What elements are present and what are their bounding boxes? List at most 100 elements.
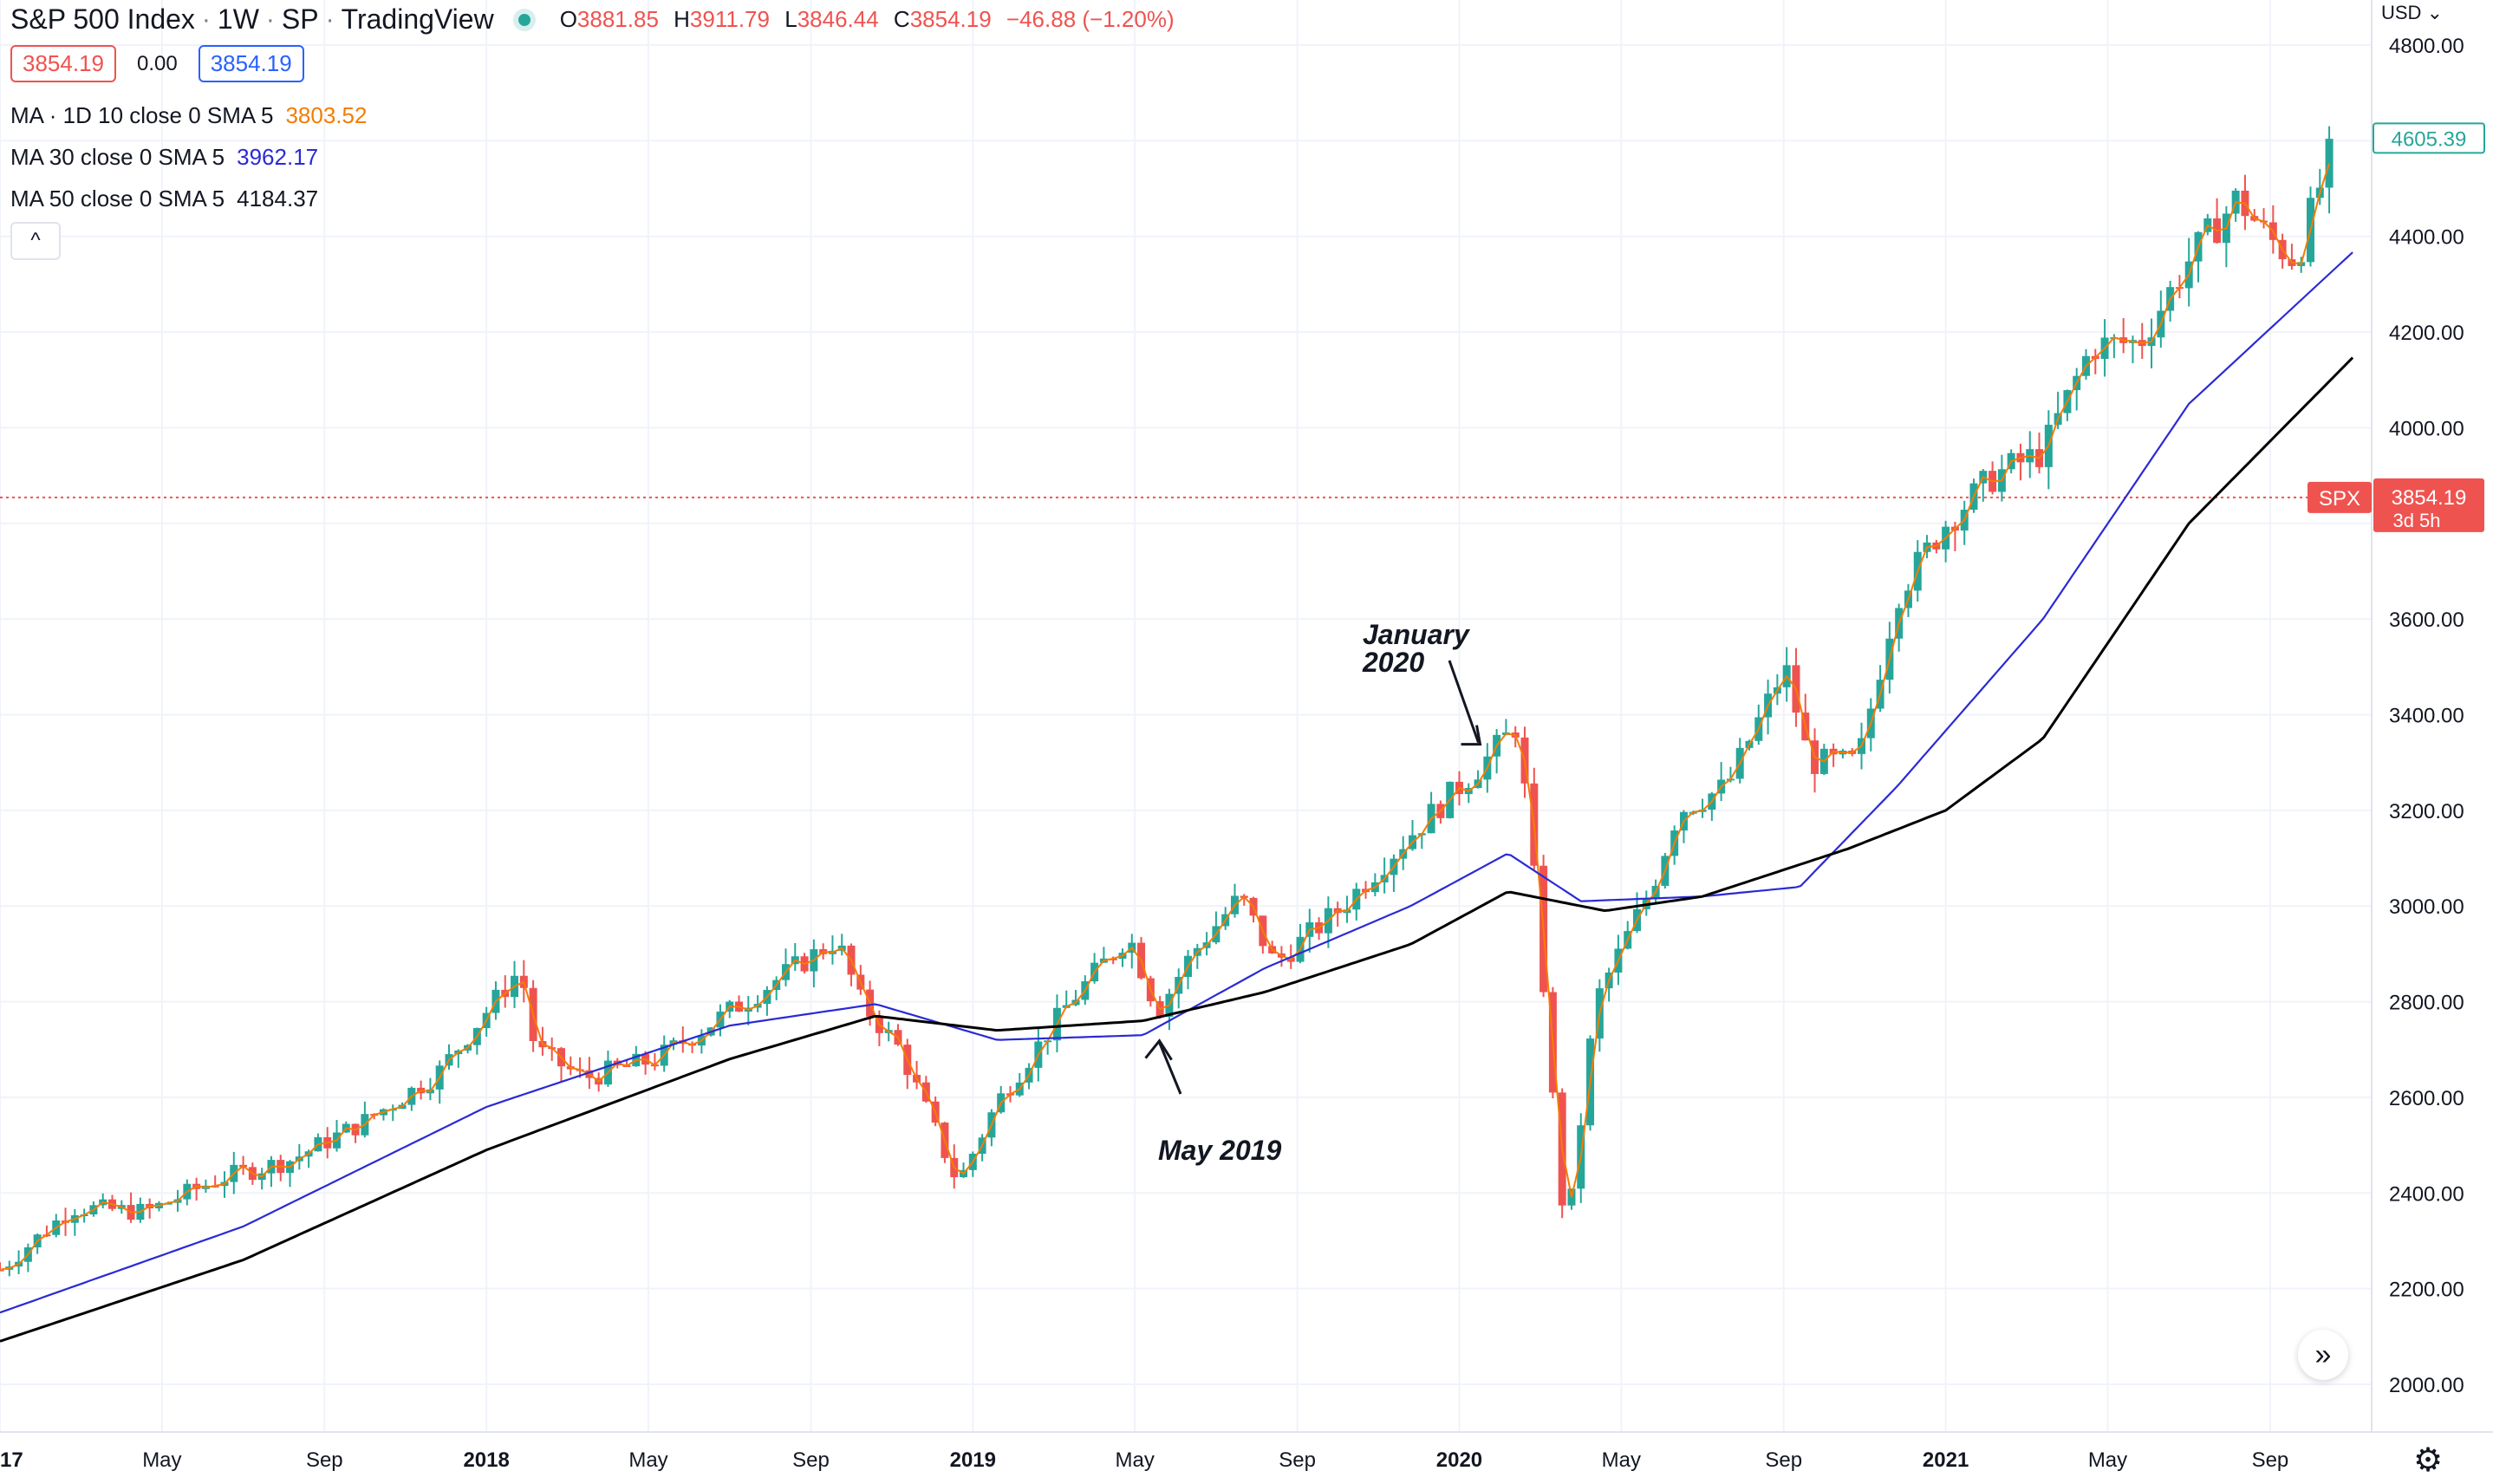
time-tick-label: 2018 [463,1448,509,1472]
candle [0,1262,4,1272]
annotation-arrow [1158,1042,1182,1095]
candle [2147,318,2156,368]
candle [1137,936,1146,980]
time-tick-label: May [1116,1448,1155,1472]
candle [267,1155,276,1188]
price-tick-label: 2400.00 [2389,1182,2464,1206]
candle [1427,791,1435,834]
candle [351,1123,360,1143]
ma10-line [0,162,2331,1271]
chevron-down-icon: ⌄ [2426,2,2443,23]
candle [127,1192,135,1223]
price-tick-label: 3400.00 [2389,705,2464,728]
double-chevron-right-icon: » [2314,1338,2332,1371]
indicator-label: MA 30 close 0 SMA 5 [10,144,225,170]
candle [99,1193,107,1208]
candle [2026,431,2034,478]
ma50-line [0,356,2354,1343]
price-tick-label: 4200.00 [2389,322,2464,345]
candle [913,1061,921,1090]
indicator-ma50[interactable]: MA 50 close 0 SMA 5 4184.37 [10,186,318,212]
annotation-may-2019: May 2019 [1158,1135,1282,1166]
candle [1989,461,1997,495]
symbol-name[interactable]: S&P 500 Index [10,3,195,35]
scroll-to-realtime-button[interactable]: » [2298,1330,2348,1380]
price-tick-label: 2200.00 [2389,1279,2464,1302]
price-tick-label: 2000.00 [2389,1374,2464,1397]
candle [1230,883,1239,918]
indicator-value: 3962.17 [237,144,319,170]
currency-selector[interactable]: USD ⌄ [2381,2,2443,24]
candle [1249,896,1258,923]
candle [314,1133,322,1152]
candle [2119,318,2128,354]
time-axis[interactable]: 2017 May Sep 2018 May Sep 2019 May Sep 2020 May Sep… [0,1431,2493,1472]
time-tick-label: May [2088,1448,2127,1472]
candle [2035,433,2044,474]
price-tick-label: 4800.00 [2389,35,2464,58]
candle [1118,948,1127,967]
grid-lines [0,0,2372,1432]
candle [1212,911,1220,945]
candle [1997,454,2006,502]
candle [2278,233,2287,269]
current-price-label [2373,478,2484,532]
settings-gear-icon[interactable]: ⚙ [2413,1442,2444,1479]
open-value: 3881.85 [576,6,659,32]
candle [2128,335,2137,364]
time-tick-label: 2019 [950,1448,996,1472]
indicator-label: MA 50 close 0 SMA 5 [10,186,225,212]
ma30-line [0,251,2353,1314]
last-bar-price-label [2373,122,2485,154]
indicator-label: MA · 1D 10 close 0 SMA 5 [10,102,274,128]
candle [856,965,865,995]
candle [1717,761,1726,802]
sell-price-button[interactable]: 3854.19 [10,45,116,82]
candle [744,995,752,1025]
interval-label[interactable]: 1W [217,3,259,35]
separator-dot: · [325,4,335,34]
candle [2231,188,2240,222]
countdown-text: 3d 5h [2392,510,2440,531]
buy-price-button[interactable]: 3854.19 [198,45,304,82]
time-tick-label: 2017 [0,1448,23,1472]
high-value: 3911.79 [689,6,770,32]
market-status-icon[interactable] [517,13,530,26]
close-value: 3854.19 [909,6,992,32]
spread-value: 0.00 [136,51,178,75]
candle [1417,832,1426,849]
annotation-january-2020-year: 2020 [1362,647,1424,678]
price-tick-label: 4400.00 [2389,226,2464,250]
candle [2138,322,2146,359]
candle [1942,520,1950,563]
time-tick-label: Sep [306,1448,343,1472]
price-tick-label: 3200.00 [2389,800,2464,823]
price-axis[interactable]: 2000.00 2200.00 2400.00 2600.00 2800.00 3000.… [2371,0,2464,1432]
candle [1754,704,1763,745]
candle [1735,738,1744,784]
candle [1567,1188,1576,1210]
candle [735,995,744,1012]
symbol-tag [2307,481,2372,513]
candle [1343,895,1351,923]
time-tick-label: 2021 [1923,1448,1969,1472]
close-label: C [893,6,910,32]
high-label: H [674,6,690,32]
candle [388,1104,397,1122]
change-value: −46.88 (−1.20%) [1006,6,1175,32]
candle [2222,205,2230,268]
price-tick-label: 3600.00 [2389,609,2464,632]
candle [2054,391,2062,429]
time-tick-label: 2020 [1436,1448,1482,1472]
time-tick-label: Sep [1279,1448,1316,1472]
time-tick-label: May [1602,1448,1641,1472]
candle [361,1101,369,1138]
indicator-ma30[interactable]: MA 30 close 0 SMA 5 3962.17 [10,144,318,171]
candle [828,935,836,965]
candle [2213,198,2222,244]
candle [1184,949,1193,990]
indicator-ma10[interactable]: MA · 1D 10 close 0 SMA 5 3803.52 [10,102,367,129]
collapse-legend-button[interactable]: ^ [10,222,61,260]
